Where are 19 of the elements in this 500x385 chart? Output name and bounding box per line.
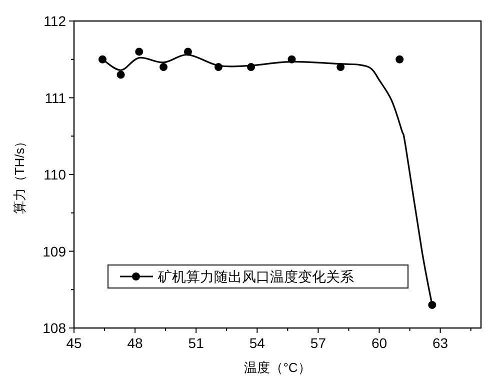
point bbox=[160, 63, 168, 72]
y-tick-label: 108 bbox=[42, 320, 66, 336]
x-tick-label: 60 bbox=[371, 335, 388, 351]
x-tick-label: 45 bbox=[66, 335, 82, 351]
x-tick-label: 63 bbox=[432, 335, 448, 351]
x-axis-title: 温度（°C） bbox=[244, 360, 311, 375]
x-tick-label: 57 bbox=[310, 335, 326, 351]
x-tick-label: 51 bbox=[188, 335, 204, 351]
y-axis-title: 算力（TH/s） bbox=[12, 134, 27, 214]
point bbox=[396, 55, 404, 64]
x-tick-label: 48 bbox=[127, 335, 144, 351]
point bbox=[116, 70, 125, 79]
y-tick-label: 110 bbox=[44, 166, 66, 182]
y-tick-label: 109 bbox=[42, 243, 66, 260]
x-tick-label: 54 bbox=[249, 335, 266, 351]
point bbox=[135, 48, 144, 56]
y-tick-label: 111 bbox=[44, 90, 66, 106]
legend-label: 矿机算力随出风口温度变化关系 bbox=[157, 268, 354, 284]
y-tick-label: 112 bbox=[44, 13, 66, 29]
